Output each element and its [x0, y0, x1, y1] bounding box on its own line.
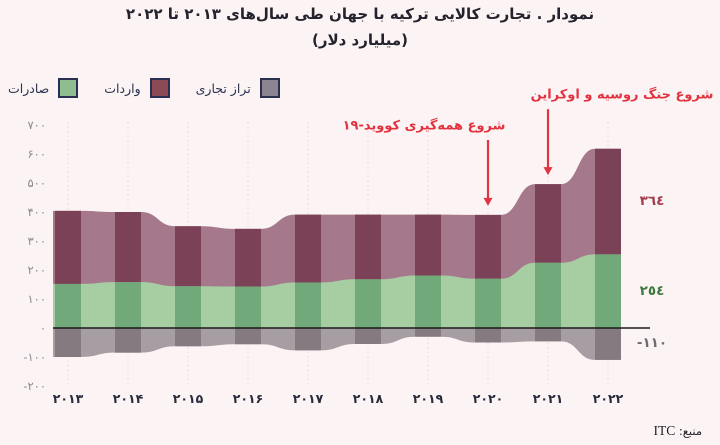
war-annotation: شروع جنگ روسیه و اوکراین	[530, 87, 714, 103]
balance-bar	[235, 328, 261, 345]
legend-label-balance: تراز تجاری	[195, 80, 251, 96]
legend-label-exports: صادرات	[8, 80, 50, 96]
legend-item-imports: واردات	[104, 78, 170, 98]
end-value-label-imports: ٣٦٤	[639, 193, 665, 210]
imports-bar	[595, 148, 621, 255]
x-tick-label: ۲۰۱۵	[172, 391, 204, 406]
y-tick-label: ۳۰۰	[27, 234, 46, 248]
imports-bar	[355, 214, 381, 280]
x-tick-label: ۲۰۲۱	[532, 391, 564, 406]
covid-annotation: شروع همه‌گیری کووید-۱۹	[342, 118, 506, 134]
balance-bar	[295, 328, 321, 351]
exports-bar	[475, 278, 501, 328]
source-label: منبع:	[678, 424, 702, 438]
balance-bar	[535, 328, 561, 342]
imports-bar	[295, 214, 321, 283]
legend-label-imports: واردات	[104, 80, 141, 96]
x-tick-label: ۲۰۱۹	[412, 391, 444, 406]
legend: صادرات واردات تراز تجاری	[8, 78, 280, 98]
legend-item-exports: صادرات	[8, 78, 79, 98]
exports-bar	[55, 283, 81, 328]
x-tick-label: ۲۰۱۴	[112, 391, 144, 406]
end-value-label-balance: -١١٠	[636, 335, 668, 352]
y-tick-label: ۱۰۰	[27, 292, 46, 306]
y-tick-label: ۴۰۰	[27, 205, 46, 219]
imports-bar	[55, 210, 81, 284]
imports-bar	[475, 214, 501, 279]
balance-bar	[115, 328, 141, 353]
x-tick-label: ۲۰۱۸	[352, 391, 384, 406]
y-tick-label: ۶۰۰	[27, 147, 46, 161]
balance-bar	[55, 328, 81, 357]
y-tick-label: ۰	[39, 321, 46, 335]
exports-bar	[175, 286, 201, 328]
balance-bar	[175, 328, 201, 347]
exports-bar	[295, 282, 321, 328]
balance-bar	[475, 328, 501, 343]
y-tick-label: ۷۰۰	[27, 118, 46, 132]
exports-bar	[235, 286, 261, 328]
legend-swatch-balance	[259, 78, 280, 98]
end-value-label-exports: ٢٥٤	[639, 282, 665, 299]
y-tick-label: -۱۰۰	[23, 350, 46, 364]
exports-bar	[355, 279, 381, 328]
y-tick-label: ۲۰۰	[27, 263, 46, 277]
legend-swatch-exports	[58, 78, 79, 98]
x-tick-label: ۲۰۱۳	[52, 391, 84, 406]
exports-bar	[415, 275, 441, 328]
balance-bar	[355, 328, 381, 344]
source-value: ITC	[653, 423, 676, 438]
x-tick-label: ۲۰۱۶	[232, 391, 264, 406]
x-tick-label: ۲۰۲۲	[592, 391, 624, 406]
chart-subtitle: (میلیارد دلار)	[311, 31, 409, 49]
source-note: منبع: ITC	[653, 423, 702, 439]
annotation-arrow-head	[543, 167, 553, 176]
imports-bar	[175, 226, 201, 287]
imports-bar	[235, 228, 261, 287]
balance-bar	[415, 328, 441, 337]
imports-bar	[415, 214, 441, 276]
exports-bar	[595, 254, 621, 328]
imports-bar	[535, 184, 561, 263]
chart-title: نمودار . تجارت کالایی ترکیه با جهان طی س…	[125, 5, 595, 23]
exports-bar	[115, 282, 141, 328]
annotation-arrow-head	[483, 197, 493, 206]
y-tick-label: -۲۰۰	[23, 379, 46, 393]
legend-swatch-imports	[149, 78, 170, 98]
y-tick-label: ۵۰۰	[27, 176, 46, 190]
legend-item-balance: تراز تجاری	[196, 78, 280, 98]
imports-bar	[115, 212, 141, 283]
balance-bar	[595, 328, 621, 360]
x-tick-label: ۲۰۲۰	[472, 391, 504, 406]
exports-bar	[535, 262, 561, 328]
x-tick-label: ۲۰۱۷	[292, 391, 324, 406]
